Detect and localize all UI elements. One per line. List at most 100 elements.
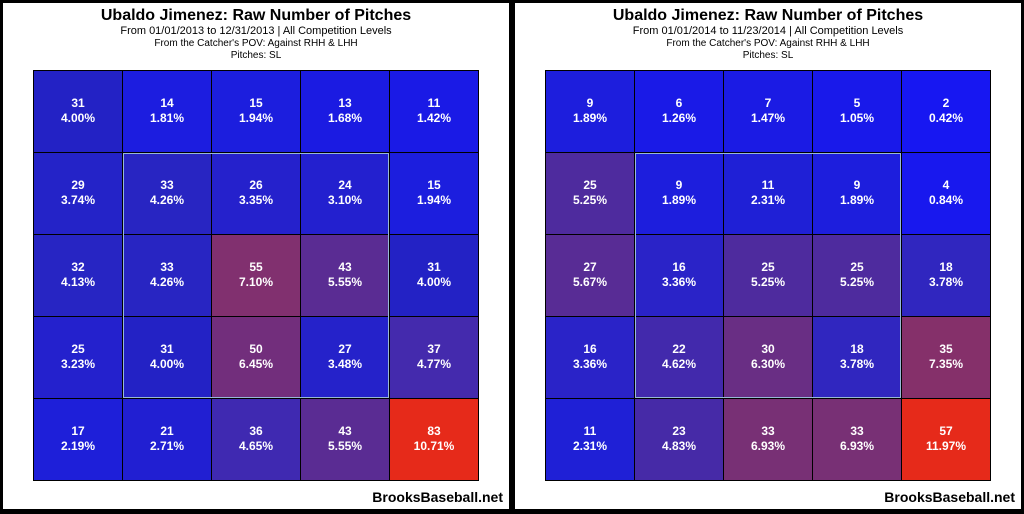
cell-percent: 5.55%	[328, 439, 362, 454]
cell-percent: 6.45%	[239, 357, 273, 372]
cell-percent: 6.93%	[840, 439, 874, 454]
cell-percent: 5.25%	[751, 275, 785, 290]
cell-percent: 3.35%	[239, 193, 273, 208]
cell-count: 30	[761, 342, 774, 357]
cell-count: 25	[761, 260, 774, 275]
cell-percent: 1.05%	[840, 111, 874, 126]
cell-count: 32	[71, 260, 84, 275]
heatmap-cell: 112.31%	[546, 399, 634, 480]
heatmap-cell: 234.83%	[635, 399, 723, 480]
cell-percent: 5.25%	[840, 275, 874, 290]
cell-count: 18	[939, 260, 952, 275]
heatmap-cell: 557.10%	[212, 235, 300, 316]
heatmap-cell: 506.45%	[212, 317, 300, 398]
cell-percent: 7.35%	[929, 357, 963, 372]
cell-count: 43	[338, 260, 351, 275]
heatmap-cell: 255.25%	[546, 153, 634, 234]
cell-count: 83	[427, 424, 440, 439]
cell-count: 50	[249, 342, 262, 357]
cell-percent: 4.26%	[150, 275, 184, 290]
cell-percent: 7.10%	[239, 275, 273, 290]
cell-percent: 10.71%	[414, 439, 455, 454]
cell-percent: 1.68%	[328, 111, 362, 126]
cell-count: 14	[160, 96, 173, 111]
cell-percent: 0.42%	[929, 111, 963, 126]
cell-percent: 1.94%	[417, 193, 451, 208]
cell-percent: 6.30%	[751, 357, 785, 372]
heatmap-cell: 253.23%	[34, 317, 122, 398]
cell-percent: 3.36%	[573, 357, 607, 372]
cell-count: 18	[850, 342, 863, 357]
cell-count: 33	[850, 424, 863, 439]
cell-count: 9	[676, 178, 683, 193]
cell-count: 23	[672, 424, 685, 439]
heatmap-cell: 364.65%	[212, 399, 300, 480]
cell-percent: 4.77%	[417, 357, 451, 372]
cell-percent: 4.13%	[61, 275, 95, 290]
cell-percent: 2.31%	[573, 439, 607, 454]
heatmap-cell: 163.36%	[546, 317, 634, 398]
cell-percent: 4.83%	[662, 439, 696, 454]
cell-count: 16	[672, 260, 685, 275]
cell-percent: 3.23%	[61, 357, 95, 372]
cell-count: 27	[338, 342, 351, 357]
cell-percent: 1.94%	[239, 111, 273, 126]
cell-count: 21	[160, 424, 173, 439]
cell-count: 5	[854, 96, 861, 111]
cell-count: 15	[427, 178, 440, 193]
cell-count: 4	[943, 178, 950, 193]
heatmap-cell: 255.25%	[813, 235, 901, 316]
cell-count: 17	[71, 424, 84, 439]
title-pov: From the Catcher's POV: Against RHH & LH…	[3, 38, 509, 50]
title-pitch-type: Pitches: SL	[515, 50, 1021, 62]
cell-count: 25	[71, 342, 84, 357]
heatmap-cell: 435.55%	[301, 399, 389, 480]
cell-count: 35	[939, 342, 952, 357]
cell-count: 29	[71, 178, 84, 193]
cell-count: 31	[160, 342, 173, 357]
cell-percent: 6.93%	[751, 439, 785, 454]
title-main: Ubaldo Jimenez: Raw Number of Pitches	[3, 7, 509, 25]
heatmap-panel-left: Ubaldo Jimenez: Raw Number of Pitches Fr…	[2, 2, 510, 510]
cell-percent: 1.42%	[417, 111, 451, 126]
heatmap-cell: 151.94%	[212, 71, 300, 152]
heatmap-cell: 357.35%	[902, 317, 990, 398]
heatmap-grid: 314.00%141.81%151.94%131.68%111.42%293.7…	[33, 70, 479, 481]
cell-count: 7	[765, 96, 772, 111]
cell-percent: 3.36%	[662, 275, 696, 290]
heatmap-cell: 435.55%	[301, 235, 389, 316]
cell-percent: 2.31%	[751, 193, 785, 208]
cell-count: 11	[584, 424, 597, 439]
cell-count: 33	[160, 178, 173, 193]
grid-wrap-left: 314.00%141.81%151.94%131.68%111.42%293.7…	[3, 63, 509, 487]
heatmap-cell: 336.93%	[813, 399, 901, 480]
cell-percent: 1.81%	[150, 111, 184, 126]
cell-count: 33	[160, 260, 173, 275]
heatmap-cell: 212.71%	[123, 399, 211, 480]
cell-count: 36	[249, 424, 262, 439]
title-pitch-type: Pitches: SL	[3, 50, 509, 62]
cell-count: 57	[939, 424, 952, 439]
title-pov: From the Catcher's POV: Against RHH & LH…	[515, 38, 1021, 50]
cell-count: 33	[761, 424, 774, 439]
cell-percent: 4.00%	[417, 275, 451, 290]
heatmap-cell: 91.89%	[635, 153, 723, 234]
heatmap-cell: 183.78%	[813, 317, 901, 398]
cell-percent: 1.89%	[573, 111, 607, 126]
footer-attribution: BrooksBaseball.net	[3, 487, 509, 509]
titles-right: Ubaldo Jimenez: Raw Number of Pitches Fr…	[515, 3, 1021, 63]
titles-left: Ubaldo Jimenez: Raw Number of Pitches Fr…	[3, 3, 509, 63]
heatmap-cell: 275.67%	[546, 235, 634, 316]
heatmap-cell: 306.30%	[724, 317, 812, 398]
heatmap-cell: 51.05%	[813, 71, 901, 152]
heatmap-cell: 40.84%	[902, 153, 990, 234]
heatmap-cell: 314.00%	[123, 317, 211, 398]
heatmap-cell: 111.42%	[390, 71, 478, 152]
heatmap-cell: 334.26%	[123, 235, 211, 316]
cell-count: 31	[71, 96, 84, 111]
cell-percent: 4.26%	[150, 193, 184, 208]
cell-count: 11	[428, 96, 441, 111]
heatmap-cell: 163.36%	[635, 235, 723, 316]
cell-percent: 3.78%	[929, 275, 963, 290]
cell-count: 22	[672, 342, 685, 357]
